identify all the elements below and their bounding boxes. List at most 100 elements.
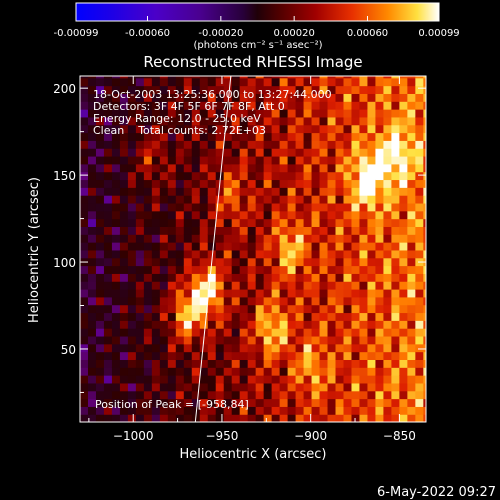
heatmap-cell	[327, 335, 337, 345]
heatmap-cell	[87, 202, 97, 212]
heatmap-cell	[175, 195, 185, 204]
heatmap-cell	[199, 85, 209, 94]
heatmap-cell	[143, 328, 153, 337]
heatmap-cell	[135, 187, 145, 196]
heatmap-cell	[231, 187, 241, 196]
heatmap-cell	[80, 202, 89, 212]
heatmap-cell	[247, 382, 257, 392]
heatmap-cell	[367, 101, 377, 110]
heatmap-cell	[287, 210, 297, 220]
heatmap-cell	[335, 281, 345, 290]
heatmap-cell	[367, 265, 377, 274]
heatmap-cell	[127, 382, 137, 392]
heatmap-cell	[391, 109, 400, 118]
heatmap-cell	[143, 304, 153, 314]
heatmap-cell	[263, 414, 273, 422]
heatmap-cell	[191, 249, 201, 259]
heatmap-cell	[407, 148, 416, 157]
heatmap-cell	[87, 179, 97, 188]
heatmap-cell	[383, 265, 392, 274]
heatmap-cell	[207, 414, 217, 422]
heatmap-cell	[103, 148, 113, 157]
heatmap-cell	[111, 210, 121, 220]
heatmap-cell	[367, 359, 377, 368]
heatmap-cell	[175, 76, 185, 79]
heatmap-cell	[335, 148, 345, 157]
heatmap-cell	[343, 171, 353, 181]
heatmap-cell	[423, 273, 426, 282]
heatmap-cell	[143, 343, 153, 353]
heatmap-cell	[383, 288, 392, 298]
heatmap-cell	[135, 249, 145, 259]
heatmap-cell	[367, 234, 377, 243]
heatmap-cell	[191, 281, 201, 290]
heatmap-cell	[111, 76, 121, 79]
heatmap-cell	[399, 288, 408, 298]
heatmap-cell	[303, 398, 313, 407]
heatmap-cell	[359, 296, 369, 306]
heatmap-cell	[287, 148, 297, 157]
heatmap-cell	[263, 93, 273, 102]
heatmap-cell	[343, 359, 353, 368]
heatmap-cell	[383, 101, 392, 110]
heatmap-cell	[415, 390, 424, 400]
heatmap-cell	[223, 359, 233, 368]
heatmap-cell	[375, 265, 385, 274]
heatmap-cell	[183, 226, 193, 235]
heatmap-cell	[271, 320, 281, 329]
heatmap-cell	[359, 312, 369, 321]
heatmap-cell	[183, 242, 193, 251]
heatmap-cell	[303, 312, 313, 321]
heatmap-cell	[399, 375, 408, 384]
heatmap-cell	[263, 320, 273, 329]
heatmap-cell	[263, 242, 273, 251]
heatmap-cell	[391, 288, 400, 298]
heatmap-cell	[295, 148, 305, 157]
heatmap-cell	[311, 273, 321, 282]
heatmap-cell	[127, 93, 137, 102]
heatmap-cell	[143, 335, 153, 345]
heatmap-cell	[231, 288, 241, 298]
heatmap-cell	[167, 351, 177, 360]
heatmap-cell	[223, 210, 233, 220]
heatmap-cell	[391, 93, 400, 102]
heatmap-cell	[335, 296, 345, 306]
heatmap-cell	[111, 179, 121, 188]
heatmap-cell	[199, 382, 209, 392]
heatmap-cell	[303, 359, 313, 368]
heatmap-cell	[303, 187, 313, 196]
heatmap-cell	[335, 210, 345, 220]
heatmap-cell	[327, 202, 337, 212]
heatmap-cell	[407, 335, 416, 345]
heatmap-cell	[327, 155, 337, 165]
heatmap-cell	[183, 124, 193, 134]
heatmap-cell	[87, 304, 97, 314]
heatmap-cell	[111, 281, 121, 290]
heatmap-cell	[327, 343, 337, 353]
heatmap-cell	[231, 148, 241, 157]
heatmap-cell	[319, 343, 329, 353]
heatmap-cell	[335, 320, 345, 329]
heatmap-cell	[143, 226, 153, 235]
heatmap-cell	[303, 116, 313, 126]
heatmap-cell	[119, 179, 129, 188]
heatmap-cell	[359, 273, 369, 282]
heatmap-cell	[351, 312, 361, 321]
heatmap-cell	[391, 406, 400, 415]
heatmap-cell	[327, 187, 337, 196]
heatmap-cell	[383, 93, 392, 102]
heatmap-cell	[343, 406, 353, 415]
heatmap-cell	[167, 187, 177, 196]
heatmap-cell	[231, 93, 241, 102]
heatmap-cell	[279, 109, 289, 118]
heatmap-cell	[255, 312, 265, 321]
heatmap-cell	[231, 155, 241, 165]
heatmap-cell	[199, 406, 209, 415]
heatmap-cell	[231, 304, 241, 314]
heatmap-cell	[87, 195, 97, 204]
heatmap-cell	[191, 234, 201, 243]
heatmap-cell	[159, 171, 169, 181]
heatmap-cell	[247, 187, 257, 196]
heatmap-cell	[295, 359, 305, 368]
heatmap-cell	[303, 328, 313, 337]
